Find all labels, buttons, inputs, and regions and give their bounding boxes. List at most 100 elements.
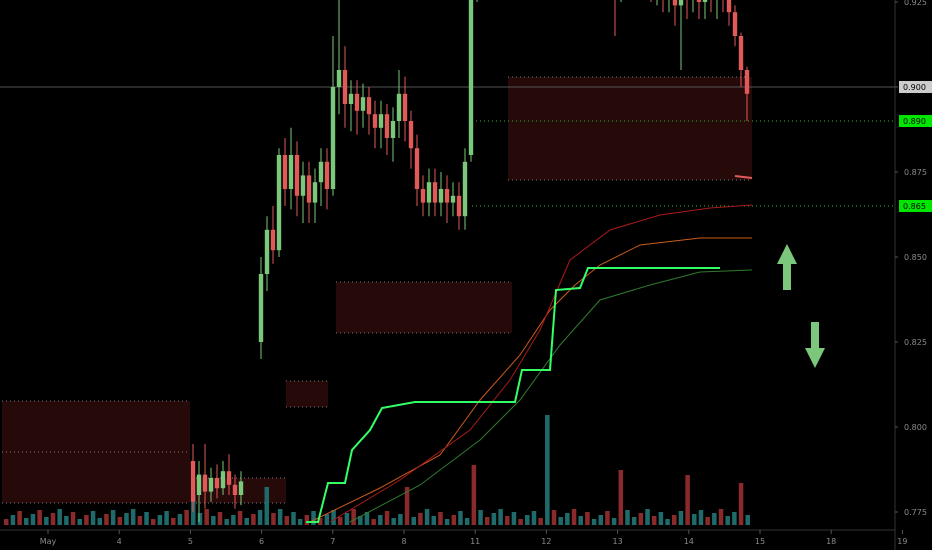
candle-body xyxy=(336,70,342,87)
down-arrow-head xyxy=(805,348,825,368)
y-tick-label: 0.925 xyxy=(904,0,927,7)
volume-bar xyxy=(511,512,517,525)
candle-body xyxy=(678,0,684,6)
candle-body xyxy=(462,161,468,217)
up-arrow-head xyxy=(777,244,797,264)
candle-body xyxy=(318,161,324,183)
volume-bar xyxy=(171,518,176,525)
x-tick-label: 13 xyxy=(613,537,623,546)
volume-bar xyxy=(110,510,116,525)
candle-body xyxy=(432,182,438,203)
candle-body xyxy=(214,478,220,489)
volume-bar xyxy=(331,510,336,525)
candle-body xyxy=(238,481,244,495)
volume-bar xyxy=(665,519,670,525)
volume-bar xyxy=(217,512,223,525)
volume-bar xyxy=(645,509,650,525)
candle-body xyxy=(270,229,276,251)
x-tick-label: 4 xyxy=(117,537,122,546)
volume-bar xyxy=(90,511,96,525)
ma-green xyxy=(349,269,753,523)
volume-bar xyxy=(551,510,557,525)
y-tick-label: 0.775 xyxy=(904,508,927,517)
volume-bar xyxy=(344,513,350,525)
ma-short xyxy=(734,175,753,179)
x-tick-label: 11 xyxy=(470,537,480,546)
candle-body xyxy=(426,182,432,203)
volume-bar xyxy=(84,515,89,525)
candle-body xyxy=(330,87,336,189)
y-tick-label: 0.875 xyxy=(904,168,927,177)
candle-body xyxy=(258,274,264,342)
up-arrow-icon xyxy=(777,244,797,290)
x-tick-label: 6 xyxy=(259,537,264,546)
volume-bar xyxy=(224,519,229,525)
y-tick-label: 0.850 xyxy=(904,253,927,262)
volume-bar xyxy=(197,513,203,525)
candle-body xyxy=(306,175,312,203)
price-level-tag-label: 0.890 xyxy=(903,117,926,126)
candle-body xyxy=(264,229,270,274)
volume-bar xyxy=(184,510,189,525)
x-tick-label: 5 xyxy=(188,537,193,546)
volume-bar xyxy=(618,470,624,525)
candle-body xyxy=(390,121,396,138)
volume-bar xyxy=(745,515,750,525)
candle-body xyxy=(414,148,420,189)
volume-bar xyxy=(545,415,550,525)
volume-bar xyxy=(104,514,109,525)
volume-bar xyxy=(384,511,390,525)
volume-bar xyxy=(177,514,183,525)
price-level-tag-label: 0.900 xyxy=(903,83,926,92)
volume-bar xyxy=(271,513,276,525)
down-arrow-shaft xyxy=(811,322,819,350)
volume-bar xyxy=(732,512,737,525)
volume-bar xyxy=(17,511,22,525)
volume-bar xyxy=(231,515,236,525)
candle-body xyxy=(744,70,750,94)
volume-bar xyxy=(30,514,36,525)
x-tick-label: 14 xyxy=(684,537,694,546)
volume-bar xyxy=(558,517,563,525)
volume-bar xyxy=(571,509,577,525)
volume-bar xyxy=(738,483,744,525)
candle-body xyxy=(202,474,208,492)
volume-bar xyxy=(291,512,296,525)
volume-bar xyxy=(712,513,717,525)
volume-bar xyxy=(211,516,216,525)
volume-bar xyxy=(4,519,9,525)
volume-bar xyxy=(371,519,376,525)
volume-bar xyxy=(625,510,630,525)
volume-bar xyxy=(157,515,163,525)
volume-bar xyxy=(471,465,477,525)
volume-bar xyxy=(444,519,450,525)
volume-bar xyxy=(44,517,49,525)
volume-bar xyxy=(705,517,710,525)
x-tick-label: May xyxy=(40,537,57,546)
volume-bar xyxy=(164,511,169,525)
candle-body xyxy=(438,189,444,203)
volume-bar xyxy=(538,518,543,525)
trailing-stop-line xyxy=(306,267,720,523)
volume-bar xyxy=(658,512,664,525)
volume-bar xyxy=(277,509,283,525)
candle-body xyxy=(366,97,372,115)
volume-bar xyxy=(251,514,256,525)
volume-bar xyxy=(638,513,644,525)
volume-bar xyxy=(404,487,410,525)
volume-bar xyxy=(24,518,29,525)
volume-bar xyxy=(698,510,704,525)
zone-box xyxy=(508,77,752,180)
volume-bar xyxy=(458,511,463,525)
volume-bar xyxy=(297,519,303,525)
volume-bar xyxy=(611,518,617,525)
candle-body xyxy=(324,161,330,189)
volume-bar xyxy=(77,519,82,525)
volume-bar xyxy=(37,510,42,525)
x-tick-label: 19 xyxy=(897,537,907,546)
volume-bar xyxy=(50,513,56,525)
volume-bar xyxy=(685,475,690,525)
volume-bar xyxy=(130,509,136,525)
price-level-tag-label: 0.865 xyxy=(903,202,926,211)
